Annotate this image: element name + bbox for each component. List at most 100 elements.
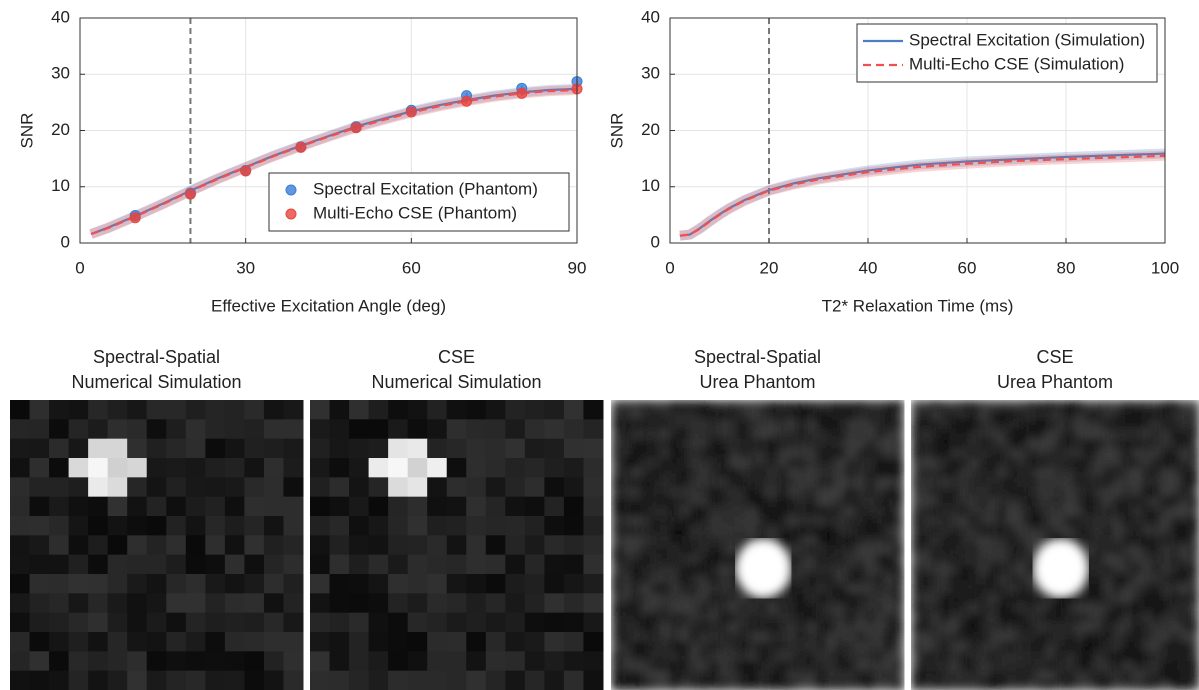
pixel	[949, 564, 960, 575]
data-point	[129, 212, 141, 224]
pixel	[669, 574, 680, 585]
pixel	[884, 409, 895, 420]
pixel	[505, 612, 526, 633]
pixel	[708, 409, 719, 420]
pixel	[1083, 448, 1094, 459]
pixel	[669, 661, 680, 672]
pixel	[835, 487, 846, 498]
pixel	[708, 458, 719, 469]
pixel	[185, 535, 206, 556]
pixel	[1160, 496, 1171, 507]
pixel	[796, 429, 807, 440]
pixel	[1112, 545, 1123, 556]
pixel	[825, 603, 837, 614]
pixel	[49, 477, 70, 498]
pixel	[1170, 593, 1181, 604]
pixel	[825, 680, 837, 690]
pixel	[659, 448, 671, 459]
pixel	[920, 516, 931, 527]
pixel	[679, 641, 690, 652]
pixel	[1141, 593, 1152, 604]
pixel	[930, 438, 941, 449]
pixel	[1189, 622, 1199, 633]
pixels	[310, 400, 604, 690]
pixel	[708, 400, 719, 411]
pixel	[88, 496, 109, 517]
pixel	[874, 641, 885, 652]
pixel	[1189, 554, 1199, 565]
pixel	[689, 496, 700, 507]
pixel	[49, 612, 70, 633]
pixel	[1016, 438, 1027, 449]
pixel	[728, 409, 739, 420]
pixel	[1103, 545, 1114, 556]
pixel	[205, 458, 226, 478]
pixel	[1064, 448, 1075, 459]
pixel	[689, 670, 700, 681]
pixel	[669, 429, 680, 440]
pixel	[816, 554, 827, 565]
pixel	[825, 641, 837, 652]
pixel	[978, 496, 989, 507]
pixel	[845, 419, 856, 430]
pixel	[205, 400, 226, 420]
pixel	[679, 516, 690, 527]
pixel	[659, 535, 671, 546]
pixel	[146, 419, 167, 440]
pixel	[1131, 612, 1142, 623]
pixel	[884, 603, 895, 614]
pixel	[806, 458, 817, 469]
pixel	[1112, 400, 1123, 411]
pixel	[1083, 670, 1094, 681]
pixel	[708, 477, 719, 488]
pixel	[1151, 429, 1162, 440]
pixel	[1007, 564, 1018, 575]
pixel	[1045, 670, 1056, 681]
pixel	[968, 545, 979, 556]
pixel	[718, 554, 729, 565]
pixel	[49, 651, 70, 672]
pixel	[855, 661, 866, 672]
pixel	[1112, 574, 1123, 585]
pixel	[968, 583, 979, 594]
pixel	[640, 438, 651, 449]
pixel	[1160, 632, 1171, 643]
pixel	[1035, 535, 1046, 546]
pixel	[650, 554, 661, 565]
pixel	[620, 574, 632, 585]
pixel	[1074, 612, 1085, 623]
pixel	[1074, 448, 1085, 459]
pixel	[679, 438, 690, 449]
pixel	[855, 496, 866, 507]
pixel	[767, 661, 778, 672]
pixel	[939, 603, 950, 614]
pixel	[968, 409, 979, 420]
pixel	[1055, 477, 1066, 488]
pixel	[185, 458, 206, 478]
pixel	[166, 496, 187, 517]
pixel	[884, 545, 895, 556]
pixel	[718, 680, 729, 690]
pixel	[997, 651, 1008, 662]
pixel	[1122, 593, 1133, 604]
pixel	[911, 535, 922, 546]
pixel	[446, 496, 467, 517]
pixel	[874, 448, 885, 459]
pixel	[68, 458, 89, 478]
pixel	[747, 525, 758, 536]
pixel	[583, 574, 604, 594]
pixel	[786, 574, 798, 585]
pixel	[620, 419, 632, 430]
pixel	[650, 458, 661, 469]
pixel	[10, 670, 31, 690]
pixel	[679, 622, 690, 633]
pixel	[1007, 661, 1018, 672]
pixel	[698, 545, 710, 556]
pixel	[884, 680, 895, 690]
pixel	[930, 612, 941, 623]
pixel	[659, 525, 671, 536]
pixel	[845, 525, 856, 536]
pixel	[835, 583, 846, 594]
pixel	[1045, 593, 1056, 604]
pixel	[689, 429, 700, 440]
